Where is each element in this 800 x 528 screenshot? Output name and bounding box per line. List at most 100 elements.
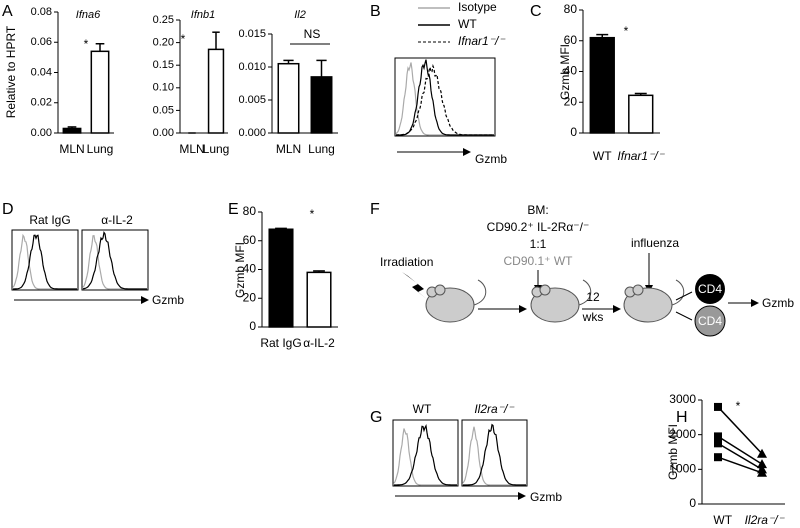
bar bbox=[90, 50, 110, 134]
data-point bbox=[714, 439, 722, 448]
x-tick-label: Il2ra⁻/⁻ bbox=[745, 513, 786, 527]
x-tick-label: α-IL-2 bbox=[303, 336, 335, 350]
data-point bbox=[757, 448, 767, 458]
series-line bbox=[717, 442, 763, 470]
y-tick-label: 0.010 bbox=[238, 61, 266, 73]
x-tick-label: Lung bbox=[203, 142, 230, 156]
y-axis-label: Relative to HPRT bbox=[4, 25, 18, 118]
y-tick-label: 0.06 bbox=[31, 36, 52, 48]
y-tick-label: 0.00 bbox=[153, 127, 174, 139]
bar bbox=[310, 76, 333, 134]
diagram-text: BM: bbox=[527, 203, 548, 217]
histogram-frame bbox=[394, 57, 496, 137]
panel-letter: B bbox=[370, 3, 381, 20]
annotation: * bbox=[84, 37, 89, 51]
axis-label: Gzmb bbox=[475, 152, 507, 166]
diagram-text: CD90.1⁺ WT bbox=[503, 254, 573, 268]
diagram-text: CD90.2⁺ IL-2Rα⁻/⁻ bbox=[487, 220, 590, 234]
bar bbox=[306, 271, 332, 328]
x-tick-label: MLN bbox=[179, 142, 204, 156]
diagram-text: influenza bbox=[631, 236, 679, 250]
histogram-curve bbox=[393, 428, 457, 486]
data-point bbox=[714, 402, 722, 411]
histogram-curve bbox=[13, 234, 77, 290]
legend-label: WT bbox=[458, 17, 477, 31]
lightning-icon bbox=[402, 272, 428, 300]
bar bbox=[207, 48, 225, 134]
y-tick-label: 20 bbox=[243, 290, 257, 304]
y-tick-label: 0.25 bbox=[153, 14, 174, 26]
diagram-text: Irradiation bbox=[380, 255, 433, 269]
y-tick-label: 0.015 bbox=[238, 28, 266, 40]
panel-letter: A bbox=[2, 3, 13, 20]
histogram-frame bbox=[392, 419, 459, 487]
histogram-label: α-IL-2 bbox=[101, 213, 133, 227]
histogram-curve bbox=[396, 59, 494, 136]
y-axis-label: Gzmb MFI bbox=[666, 424, 680, 480]
panel-letter: C bbox=[530, 3, 542, 20]
diagram-text: 12 bbox=[586, 290, 600, 304]
axis-label: Gzmb bbox=[152, 293, 184, 307]
y-tick-label: 0.000 bbox=[238, 127, 266, 139]
bar bbox=[268, 228, 294, 328]
chart-title: Ifnb1 bbox=[191, 9, 215, 21]
histogram-curve bbox=[395, 62, 494, 136]
y-tick-label: 0.04 bbox=[31, 66, 52, 78]
y-tick-label: 1000 bbox=[669, 462, 696, 476]
y-tick-label: 20 bbox=[564, 94, 578, 108]
y-tick-label: 0.02 bbox=[31, 97, 52, 109]
y-tick-label: 0.08 bbox=[31, 6, 52, 18]
histogram-curve bbox=[82, 230, 147, 290]
y-tick-label: 0 bbox=[249, 319, 256, 333]
histogram-label: WT bbox=[413, 402, 432, 416]
chart-title: Il2 bbox=[294, 9, 306, 21]
annotation: * bbox=[624, 24, 629, 38]
panel-letter: E bbox=[228, 201, 239, 218]
bar bbox=[628, 94, 654, 134]
panel-letter: F bbox=[370, 201, 380, 218]
annotation: * bbox=[310, 207, 315, 221]
annotation: * bbox=[181, 32, 186, 46]
cell-icon bbox=[695, 274, 725, 304]
legend-label: Isotype bbox=[458, 0, 497, 14]
bar bbox=[277, 62, 300, 134]
data-point bbox=[757, 459, 767, 469]
y-tick-label: 80 bbox=[564, 2, 578, 16]
y-tick-label: 0.10 bbox=[153, 82, 174, 94]
y-tick-label: 40 bbox=[243, 262, 257, 276]
arrow bbox=[675, 311, 693, 321]
y-tick-label: 40 bbox=[564, 64, 578, 78]
y-tick-label: 0.15 bbox=[153, 59, 174, 71]
arrow bbox=[675, 291, 693, 301]
diagram-text: Gzmb bbox=[762, 296, 794, 310]
y-tick-label: 0.00 bbox=[31, 127, 52, 139]
y-tick-label: 0 bbox=[570, 125, 577, 139]
histogram-frame bbox=[11, 229, 79, 291]
histogram-frame bbox=[81, 229, 149, 291]
panel-letter: D bbox=[2, 201, 14, 218]
panel-letter: H bbox=[676, 409, 688, 426]
histogram-label: Rat IgG bbox=[29, 213, 70, 227]
x-tick-label: MLN bbox=[276, 142, 301, 156]
y-tick-label: 0.05 bbox=[153, 104, 174, 116]
y-axis-label: Gzmb MFI bbox=[233, 242, 247, 298]
y-tick-label: 3000 bbox=[669, 392, 696, 406]
x-tick-label: WT bbox=[713, 513, 732, 527]
cell-icon bbox=[694, 305, 726, 337]
data-point bbox=[757, 467, 767, 477]
x-tick-label: WT bbox=[593, 149, 612, 163]
series-line bbox=[717, 435, 763, 465]
series-line bbox=[717, 456, 763, 474]
series-line bbox=[717, 406, 763, 455]
mouse-icon bbox=[425, 279, 685, 323]
x-tick-label: MLN bbox=[59, 142, 84, 156]
y-tick-label: 0.005 bbox=[238, 94, 266, 106]
y-tick-label: 60 bbox=[564, 33, 578, 47]
histogram-frame bbox=[461, 419, 528, 487]
histogram-curve bbox=[463, 423, 526, 486]
x-tick-label: Ifnar1⁻/⁻ bbox=[617, 149, 665, 163]
panel-letter: G bbox=[370, 409, 382, 426]
diagram-text: 1:1 bbox=[530, 237, 547, 251]
